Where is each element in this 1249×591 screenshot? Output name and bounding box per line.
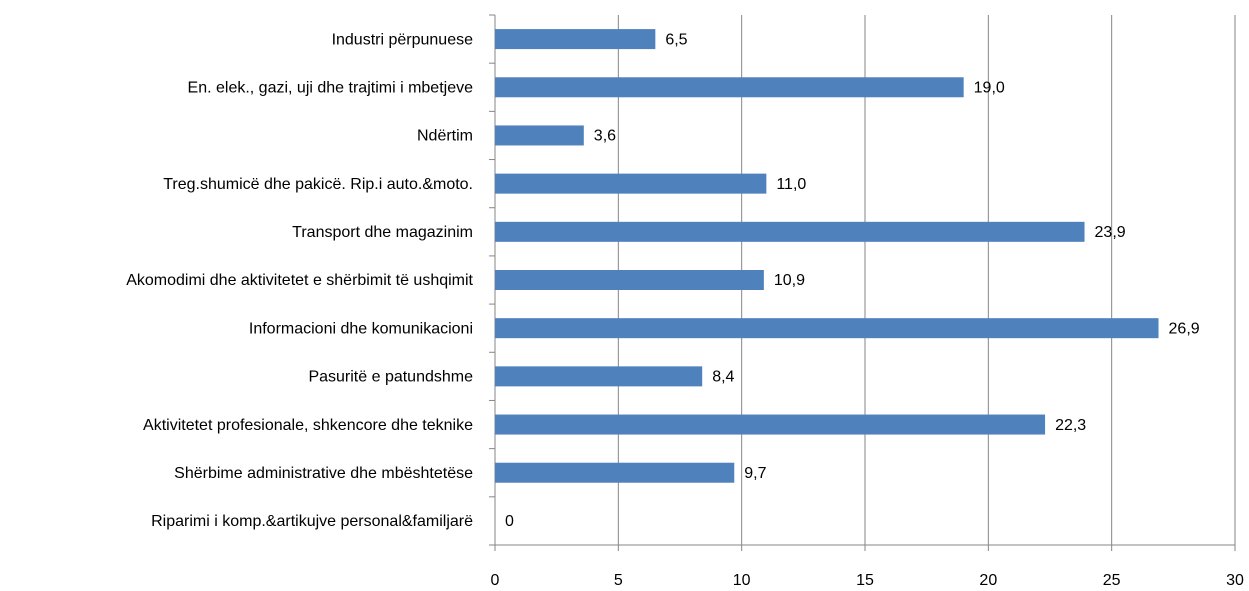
data-label: 8,4 <box>712 369 734 386</box>
bar <box>495 77 964 98</box>
data-label: 6,5 <box>665 31 687 48</box>
y-tick-label: Treg.shumicë dhe pakicë. Rip.i auto.&mot… <box>163 176 473 193</box>
data-label: 11,0 <box>776 176 806 193</box>
data-label: 22,3 <box>1055 417 1086 434</box>
x-tick-label: 5 <box>614 572 623 589</box>
data-label: 3,6 <box>594 128 616 145</box>
bar <box>495 318 1159 339</box>
y-tick-label: Informacioni dhe komunikacioni <box>249 320 473 337</box>
x-tick-label: 15 <box>856 572 874 589</box>
x-tick-label: 10 <box>733 572 751 589</box>
data-label: 9,7 <box>744 465 766 482</box>
bar <box>495 29 656 50</box>
x-tick-label: 30 <box>1226 572 1244 589</box>
data-label: 19,0 <box>974 79 1005 96</box>
y-tick-label: Aktivitetet profesionale, shkencore dhe … <box>143 417 473 434</box>
bar <box>495 173 767 194</box>
y-tick-label: Pasuritë e patundshme <box>308 369 473 386</box>
bar <box>495 462 735 483</box>
y-tick-label: Ndërtim <box>417 128 473 145</box>
bar <box>495 366 703 387</box>
x-tick-label: 20 <box>979 572 997 589</box>
y-tick-label: Riparimi i komp.&artikujve personal&fami… <box>151 513 473 530</box>
y-tick-label: En. elek., gazi, uji dhe trajtimi i mbet… <box>188 79 474 96</box>
x-tick-label: 25 <box>1103 572 1121 589</box>
data-label: 0 <box>505 513 514 530</box>
y-tick-label: Akomodimi dhe aktivitetet e shërbimit të… <box>126 272 473 289</box>
data-label: 10,9 <box>774 272 805 289</box>
bar <box>495 414 1046 435</box>
y-tick-label: Industri përpunuese <box>332 31 474 48</box>
data-label: 23,9 <box>1095 224 1126 241</box>
y-tick-label: Shërbime administrative dhe mbështetëse <box>174 465 473 482</box>
bar <box>495 125 584 146</box>
bar <box>495 270 764 290</box>
data-label: 26,9 <box>1169 320 1200 337</box>
y-tick-label: Transport dhe magazinim <box>292 224 473 241</box>
x-tick-label: 0 <box>491 572 500 589</box>
bar <box>495 221 1085 242</box>
